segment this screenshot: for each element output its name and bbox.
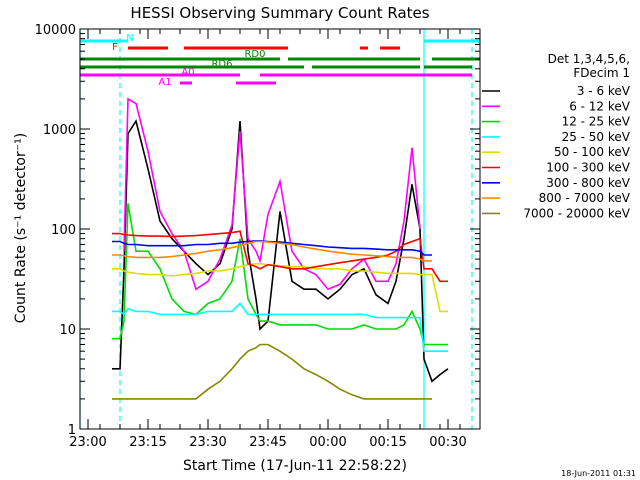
flag-label: RD6 [211, 59, 232, 70]
x-tick-label: 00:00 [309, 435, 346, 450]
x-axis-label: Start Time (17-Jun-11 22:58:22) [183, 458, 407, 474]
legend-entry-label: 50 - 100 keV [554, 145, 631, 159]
y-tick-label: 1000 [43, 123, 76, 138]
y-tick-label: 10 [59, 323, 76, 338]
series-layer [112, 97, 449, 400]
y-tick-label: 10000 [35, 23, 76, 38]
legend-entry-label: 7000 - 20000 keV [523, 206, 630, 220]
series-line [112, 343, 432, 400]
x-tick-label: 00:15 [369, 435, 406, 450]
plot-area [79, 29, 473, 429]
series-line [112, 302, 448, 352]
legend-entry-label: 100 - 300 keV [546, 161, 630, 175]
legend-entry-label: 800 - 7000 keV [539, 191, 631, 205]
x-tick-label: 23:45 [249, 435, 286, 450]
flag-label: A0 [181, 67, 194, 78]
x-tick-label: 23:30 [189, 435, 226, 450]
x-tick-label: 23:00 [69, 435, 106, 450]
series-line [123, 97, 421, 291]
y-axis-label: Count Rate (s⁻¹ detector⁻¹) [13, 133, 29, 323]
footer-timestamp: 18-Jun-2011 01:31 [561, 469, 636, 478]
legend-entry-label: 300 - 800 keV [546, 176, 630, 190]
legend-entry-label: 6 - 12 keV [569, 99, 631, 113]
chart-title: HESSI Observing Summary Count Rates [130, 4, 429, 22]
y-tick-label: 1 [68, 423, 76, 438]
x-tick-label: 23:15 [129, 435, 166, 450]
legend-entry-label: 3 - 6 keV [577, 84, 631, 98]
flag-label: F [112, 42, 118, 53]
axes: 1 10 100 1000 10000 23:00 23:15 23:30 23:45 00:00… [35, 23, 481, 450]
series-line [112, 203, 448, 346]
legend-title-line1: Det 1,3,4,5,6, [548, 52, 630, 66]
x-tick-label: 00:30 [429, 435, 466, 450]
legend-entry-label: 25 - 50 keV [562, 130, 631, 144]
series-line [112, 240, 432, 262]
series-line [112, 230, 448, 283]
flag-label: N [126, 33, 133, 44]
observing-flags: NF RD0 RD6 A0 A1 [80, 33, 480, 88]
y-tick-label: 100 [51, 223, 76, 238]
flag-label: RD0 [244, 49, 265, 60]
legend-entry-label: 12 - 25 keV [562, 115, 631, 129]
legend-title-line2: FDecim 1 [573, 66, 630, 80]
flag-label: A1 [158, 77, 171, 88]
